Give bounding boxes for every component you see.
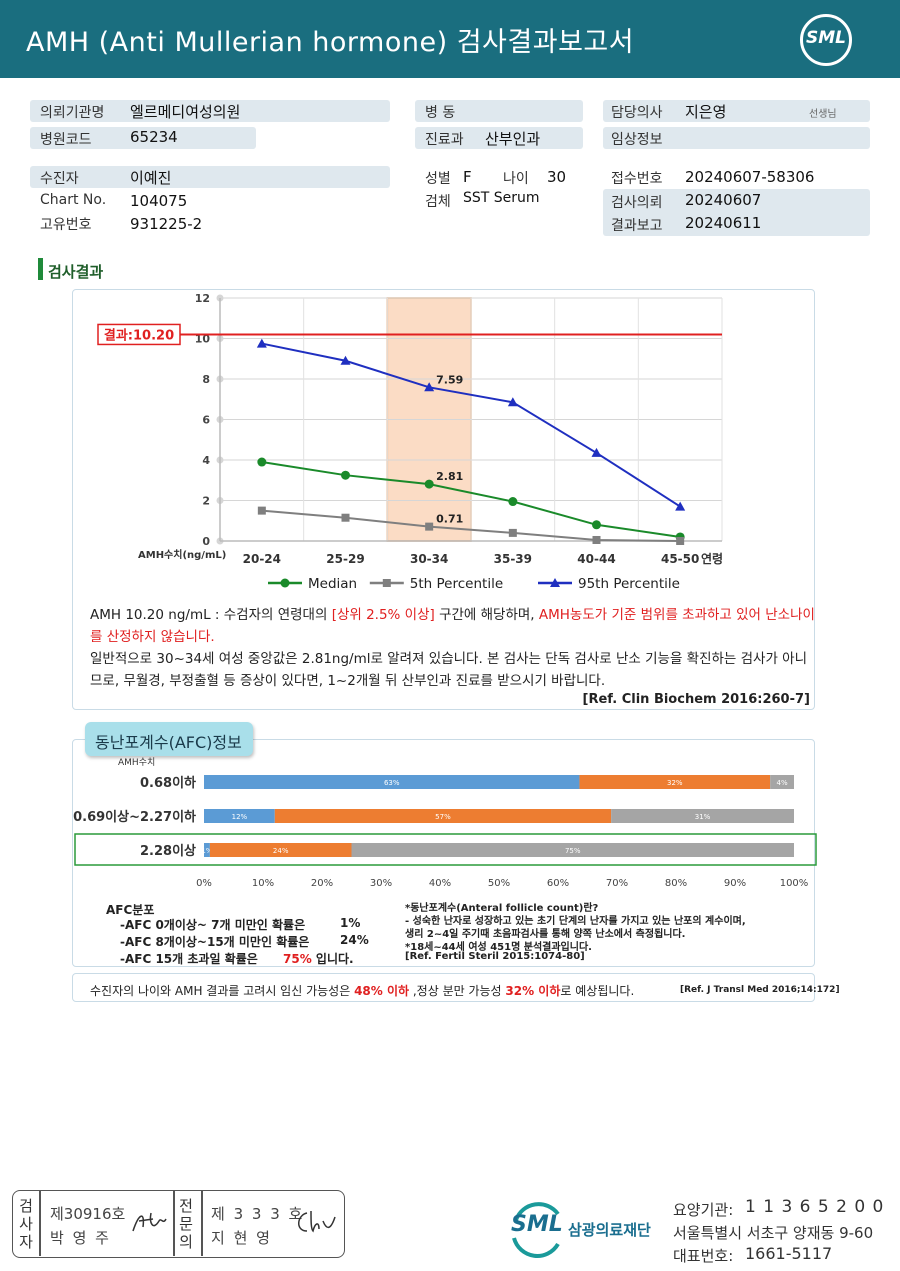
org-address: 서울특별시 서초구 양재동 9-60 (673, 1224, 874, 1242)
clinical-label: 임상정보 (611, 132, 663, 148)
dept-bar (415, 127, 583, 149)
hospital-code-bar (30, 127, 256, 149)
interpretation-text: AMH 10.20 ng/mL : 수검자의 연령대의 [상위 2.5% 이상]… (90, 604, 816, 692)
patient-bar (30, 166, 390, 188)
pregnancy-b: 48% 이하 (354, 984, 410, 998)
pregnancy-c: ,정상 분만 가능성 (409, 984, 506, 998)
interp-part-b: [상위 2.5% 이상] (331, 607, 435, 623)
specialist-name: 지 현 영 (211, 1229, 272, 1247)
doctor-bar (603, 100, 870, 122)
afc-note-1: *동난포계수(Anteral follicle count)란? (405, 903, 599, 914)
receipt-value: 20240607-58306 (685, 168, 815, 186)
afc-tab: 동난포계수(AFC)정보 (85, 722, 253, 756)
report-header: AMH (Anti Mullerian hormone) 검사결과보고서 SML (0, 0, 900, 78)
foundation-logo (512, 1202, 560, 1258)
pregnancy-note: 수진자의 나이와 AMH 결과를 고려시 임신 가능성은 48% 이하 ,정상 … (90, 982, 634, 999)
clinical-bar (603, 127, 870, 149)
interp-part-d: AMH농도가 기준 범위를 초과하고 있어 난소나이를 산정하지 않습니다. (90, 607, 815, 645)
specialist-signature (298, 1210, 336, 1233)
tester-name: 박 영 주 (50, 1229, 111, 1247)
afc-dist-line-3-value: 75% (283, 952, 312, 966)
interp-reference: [Ref. Clin Biochem 2016:260-7] (582, 692, 810, 707)
doctor-label: 담당의사 (611, 105, 663, 121)
afc-dist-title: AFC분포 (106, 903, 155, 917)
patient-label: 수진자 (40, 171, 79, 187)
tester-license: 제30916호 (50, 1205, 126, 1223)
ward-label: 병 동 (425, 105, 456, 121)
afc-note-5: [Ref. Fertil Steril 2015:1074-80] (405, 951, 585, 962)
specimen-label: 검체 (425, 194, 451, 210)
hospital-code-value: 65234 (130, 128, 178, 146)
tester-signature (132, 1212, 167, 1232)
org-code-value: 1 1 3 6 5 2 0 0 (745, 1197, 885, 1217)
afc-dist-line-1: -AFC 0개이상~ 7개 미만인 확률은 (120, 916, 305, 933)
interp-paragraph-2: 일반적으로 30~34세 여성 중앙값은 2.81ng/ml로 알려져 있습니다… (90, 651, 808, 689)
patient-value: 이예진 (130, 169, 172, 187)
pregnancy-a: 수진자의 나이와 AMH 결과를 고려시 임신 가능성은 (90, 984, 355, 998)
hospital-code-label: 병원코드 (40, 132, 92, 148)
afc-dist-line-1-value: 1% (340, 916, 361, 930)
ward-bar (415, 100, 583, 122)
afc-note-3: 생리 2~4일 주기때 초음파검사를 통해 양쪽 난소에서 측정됩니다. (405, 929, 686, 940)
section-title: 검사결과 (48, 263, 104, 281)
dept-value: 산부인과 (485, 130, 541, 148)
interp-part-c: 구간에 해당하며, (434, 607, 539, 623)
sex-label: 성별 (425, 171, 451, 187)
afc-dist-line-3-value-wrap: 75% 입니다. (283, 950, 354, 967)
request-org-bar (30, 100, 390, 122)
phone-value: 1661-5117 (745, 1244, 833, 1263)
foundation-name: 삼광의료재단 (568, 1221, 651, 1239)
section-marker (38, 258, 43, 280)
afc-dist-line-1-text: -AFC 0개이상~ 7개 미만인 확률은 (120, 918, 306, 932)
pregnancy-e: 로 예상됩니다. (560, 984, 635, 998)
sml-logo: SML (800, 14, 852, 66)
org-code-label: 요양기관: (673, 1201, 734, 1219)
afc-dist-line-3-suffix: 입니다. (311, 952, 354, 966)
phone-label: 대표번호: (673, 1247, 734, 1265)
sex-value: F (463, 168, 472, 186)
signature-box: 검사자 제30916호 박 영 주 전문의 제 3 3 3 호 지 현 영 (12, 1190, 345, 1258)
afc-dist-line-3-text: -AFC 15개 초과일 확률은 (120, 952, 258, 966)
sig-divider-1 (39, 1191, 41, 1256)
report-title: AMH (Anti Mullerian hormone) 검사결과보고서 (26, 27, 635, 58)
specimen-value: SST Serum (463, 190, 540, 206)
foundation-logo-text: SML (511, 1212, 563, 1237)
sig-divider-3 (201, 1191, 203, 1256)
tester-label: 검사자 (19, 1197, 33, 1251)
age-label: 나이 (503, 171, 529, 187)
afc-tab-title: 동난포계수(AFC)정보 (95, 733, 242, 752)
afc-dist-line-2-value: 24% (340, 933, 369, 947)
receipt-label: 접수번호 (611, 171, 663, 187)
report-date-value: 20240611 (685, 214, 762, 232)
specialist-label: 전문의 (179, 1197, 193, 1251)
pregnancy-panel (72, 973, 815, 1002)
unique-no-value: 931225-2 (130, 215, 203, 233)
request-org-label: 의뢰기관명 (40, 105, 105, 121)
pregnancy-reference: [Ref. J Transl Med 2016;14:172] (680, 985, 840, 995)
sml-logo-text: SML (806, 28, 846, 48)
chart-no-label: Chart No. (40, 192, 107, 208)
afc-dist-line-2-text: -AFC 8개이상~15개 미만인 확률은 (120, 935, 310, 949)
request-date-label: 검사의뢰 (611, 195, 663, 211)
specialist-license: 제 3 3 3 호 (211, 1205, 305, 1223)
doctor-suffix: 선생님 (809, 109, 837, 120)
afc-note-4: *18세~44세 여성 451명 분석결과입니다. (405, 942, 592, 953)
request-date-value: 20240607 (685, 191, 762, 209)
interp-part-a: AMH 10.20 ng/mL : 수검자의 연령대의 (90, 607, 332, 623)
sig-divider-2 (173, 1191, 175, 1256)
report-date-label: 결과보고 (611, 218, 663, 234)
afc-dist-line-2: -AFC 8개이상~15개 미만인 확률은 (120, 933, 309, 950)
unique-no-label: 고유번호 (40, 217, 92, 233)
age-value: 30 (547, 168, 567, 186)
request-org-value: 엘르메디여성의원 (130, 103, 241, 121)
chart-no-value: 104075 (130, 192, 188, 210)
doctor-value: 지은영 (685, 103, 727, 121)
pregnancy-d: 32% 이하 (505, 984, 561, 998)
afc-note-2: - 성숙한 난자로 성장하고 있는 초기 단계의 난자를 가지고 있는 난포의 … (405, 916, 746, 927)
afc-dist-line-3: -AFC 15개 초과일 확률은 (120, 950, 258, 967)
dates-bar (603, 189, 870, 236)
dept-label: 진료과 (425, 132, 464, 148)
